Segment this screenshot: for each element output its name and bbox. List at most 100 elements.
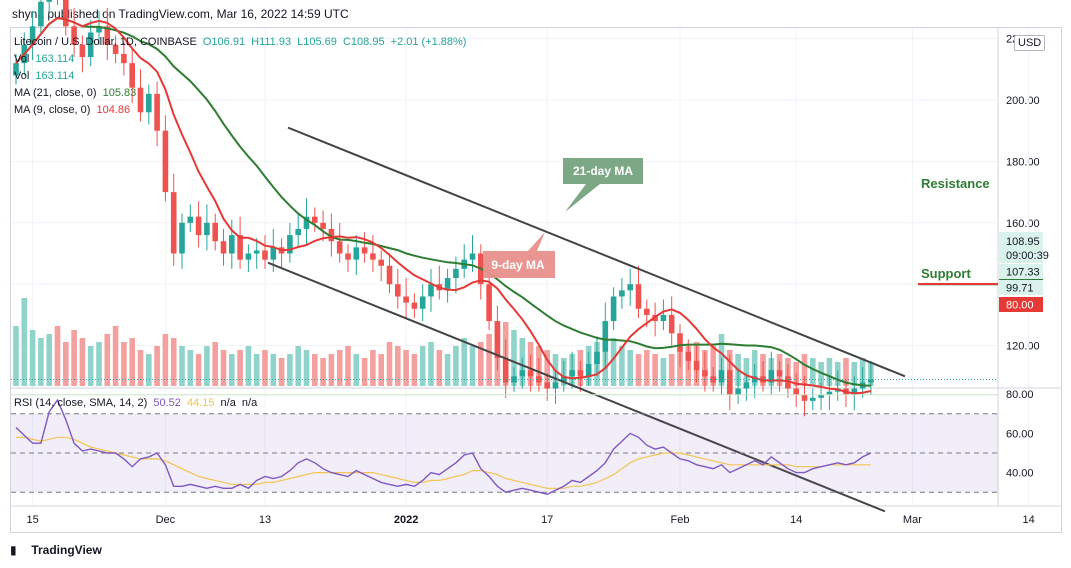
close-value: C108.95 — [342, 36, 385, 48]
time-tick-label: Dec — [156, 514, 176, 526]
candle-body — [494, 321, 501, 358]
ma9-legend: MA (9, close, 0) 104.86 — [14, 104, 130, 116]
volume-bar — [619, 346, 625, 386]
resistance-label: Resistance — [921, 176, 990, 191]
price-tick-label: 200.00 — [1006, 95, 1040, 107]
volume-bar — [320, 358, 326, 386]
volume-bar — [370, 350, 376, 386]
ma9-badge: 99.71 — [1006, 283, 1034, 295]
rsi-tick-label: 60.00 — [1006, 428, 1034, 440]
volume-bar — [453, 346, 459, 386]
chart-frame — [10, 27, 1062, 533]
volume-bar — [229, 354, 235, 386]
candle-body — [602, 321, 609, 352]
open-value: O106.91 — [202, 36, 246, 48]
volume-bar — [38, 338, 44, 386]
volume-bar — [635, 354, 642, 386]
candle-body — [220, 241, 227, 254]
candle-body — [96, 26, 102, 33]
volume-bar — [87, 346, 94, 386]
volume-bar — [461, 338, 467, 386]
volume-bar — [121, 342, 127, 386]
candle-body — [544, 382, 550, 389]
volume-bar — [270, 354, 277, 386]
volume-bar — [295, 346, 301, 386]
candle-body — [743, 382, 750, 389]
candle-body — [453, 268, 459, 279]
volume-bar — [253, 354, 260, 386]
candle-body — [594, 351, 600, 365]
support-label: Support — [921, 266, 971, 281]
candle-body — [527, 370, 534, 377]
volume-bar — [336, 350, 343, 386]
ma21-label: MA (21, close, 0) — [14, 87, 97, 99]
volume-bar — [79, 338, 86, 386]
channel-upper-line — [287, 126, 906, 378]
volume-bar — [810, 358, 816, 386]
volume-bar — [660, 358, 667, 386]
tradingview-footer[interactable]: ▮ TradingView — [10, 543, 102, 557]
candle-body — [303, 216, 310, 229]
volume-bar — [386, 342, 393, 386]
time-tick-label: 13 — [259, 514, 271, 526]
candle-body — [627, 284, 633, 291]
time-tick-label: 17 — [541, 514, 553, 526]
volume-bar — [851, 362, 858, 386]
candle-body — [718, 370, 725, 383]
change-value: +2.01 (+1.88%) — [390, 36, 467, 48]
volume-bar — [303, 350, 310, 386]
price-tick-label: 180.00 — [1006, 156, 1040, 168]
volume-bar — [162, 334, 169, 386]
volume-bar — [146, 354, 152, 386]
symbol-name: Litecoin / U.S. Dollar, 1D, COINBASE — [14, 36, 197, 48]
candle-body — [137, 87, 144, 113]
candle-body — [668, 314, 675, 334]
symbol-legend: Litecoin / U.S. Dollar, 1D, COINBASE O10… — [14, 36, 466, 48]
currency-button[interactable]: USD — [1014, 35, 1046, 51]
volume-bar — [112, 326, 119, 386]
ma9-label: MA (9, close, 0) — [14, 104, 91, 116]
vol-label-1: Vol — [14, 53, 30, 65]
volume-bar — [411, 354, 418, 386]
candle-body — [162, 130, 169, 193]
ma9-value: 104.86 — [96, 104, 131, 116]
rsi-sma-value: 44.15 — [186, 397, 215, 409]
candle-body — [727, 370, 733, 395]
vol-label-2: Vol — [14, 70, 30, 82]
ma21-callout-label: 21-day MA — [573, 164, 633, 178]
low-value: L105.69 — [297, 36, 337, 48]
candle-body — [776, 370, 783, 377]
candle-body — [395, 284, 401, 297]
candle-body — [552, 382, 559, 389]
volume-bar — [801, 354, 808, 386]
volume-bar — [610, 338, 617, 386]
candle-body — [536, 376, 542, 383]
ma21-legend: MA (21, close, 0) 105.83 — [14, 87, 136, 99]
time-tick-label: 14 — [790, 514, 802, 526]
volume-bar — [137, 350, 144, 386]
volume-bar — [170, 338, 177, 386]
candle-body — [287, 235, 293, 254]
candle-body — [29, 26, 36, 45]
candle-body — [229, 235, 235, 254]
candle-body — [826, 391, 833, 395]
volume-bar — [544, 350, 550, 386]
volume-bar — [627, 350, 633, 386]
ma21-line — [15, 17, 871, 387]
volume-bar — [419, 346, 426, 386]
candle-body — [502, 357, 509, 383]
rsi-na-1: n/a — [220, 397, 236, 409]
time-tick-label: Feb — [671, 514, 690, 526]
tradingview-brand: TradingView — [31, 543, 102, 557]
candle-body — [170, 192, 177, 254]
volume-bar — [652, 354, 658, 386]
volume-bar — [710, 346, 716, 386]
candle-body — [751, 376, 758, 383]
volume-bar — [179, 346, 185, 386]
vol-value-2: 163.114 — [35, 70, 75, 82]
volume-bar — [46, 334, 52, 386]
ma21-badge: 107.33 — [1006, 267, 1040, 279]
candle-body — [253, 250, 260, 254]
volume-bar — [104, 334, 111, 386]
